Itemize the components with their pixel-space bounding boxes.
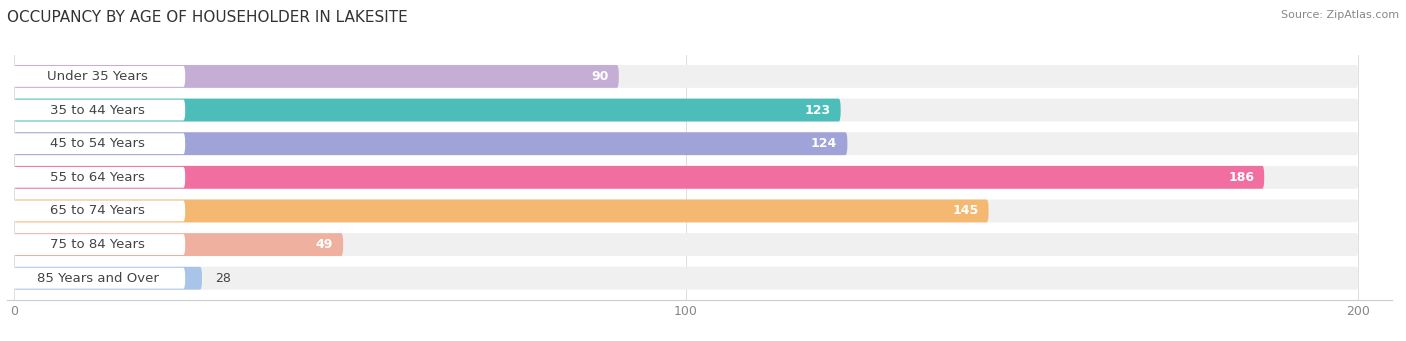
Text: 45 to 54 Years: 45 to 54 Years <box>51 137 145 150</box>
FancyBboxPatch shape <box>10 133 186 154</box>
Text: 186: 186 <box>1227 171 1254 184</box>
FancyBboxPatch shape <box>14 267 202 290</box>
FancyBboxPatch shape <box>14 267 1358 290</box>
FancyBboxPatch shape <box>14 132 848 155</box>
Text: 123: 123 <box>804 104 831 117</box>
Text: 90: 90 <box>592 70 609 83</box>
FancyBboxPatch shape <box>10 201 186 221</box>
Text: 85 Years and Over: 85 Years and Over <box>37 272 159 285</box>
Text: 145: 145 <box>952 205 979 218</box>
Text: 28: 28 <box>215 272 232 285</box>
Text: 75 to 84 Years: 75 to 84 Years <box>51 238 145 251</box>
Text: OCCUPANCY BY AGE OF HOUSEHOLDER IN LAKESITE: OCCUPANCY BY AGE OF HOUSEHOLDER IN LAKES… <box>7 10 408 25</box>
Text: 49: 49 <box>316 238 333 251</box>
Text: Source: ZipAtlas.com: Source: ZipAtlas.com <box>1281 10 1399 20</box>
FancyBboxPatch shape <box>10 268 186 288</box>
FancyBboxPatch shape <box>14 233 1358 256</box>
FancyBboxPatch shape <box>14 166 1358 189</box>
FancyBboxPatch shape <box>14 233 343 256</box>
Text: 35 to 44 Years: 35 to 44 Years <box>51 104 145 117</box>
FancyBboxPatch shape <box>10 66 186 87</box>
FancyBboxPatch shape <box>14 99 841 121</box>
FancyBboxPatch shape <box>14 132 1358 155</box>
Text: 55 to 64 Years: 55 to 64 Years <box>51 171 145 184</box>
FancyBboxPatch shape <box>14 199 988 222</box>
FancyBboxPatch shape <box>10 100 186 120</box>
FancyBboxPatch shape <box>10 234 186 255</box>
Text: 65 to 74 Years: 65 to 74 Years <box>51 205 145 218</box>
FancyBboxPatch shape <box>10 167 186 188</box>
FancyBboxPatch shape <box>14 65 619 88</box>
FancyBboxPatch shape <box>14 199 1358 222</box>
Text: Under 35 Years: Under 35 Years <box>48 70 148 83</box>
Text: 124: 124 <box>811 137 838 150</box>
FancyBboxPatch shape <box>14 99 1358 121</box>
FancyBboxPatch shape <box>14 166 1264 189</box>
FancyBboxPatch shape <box>14 65 1358 88</box>
